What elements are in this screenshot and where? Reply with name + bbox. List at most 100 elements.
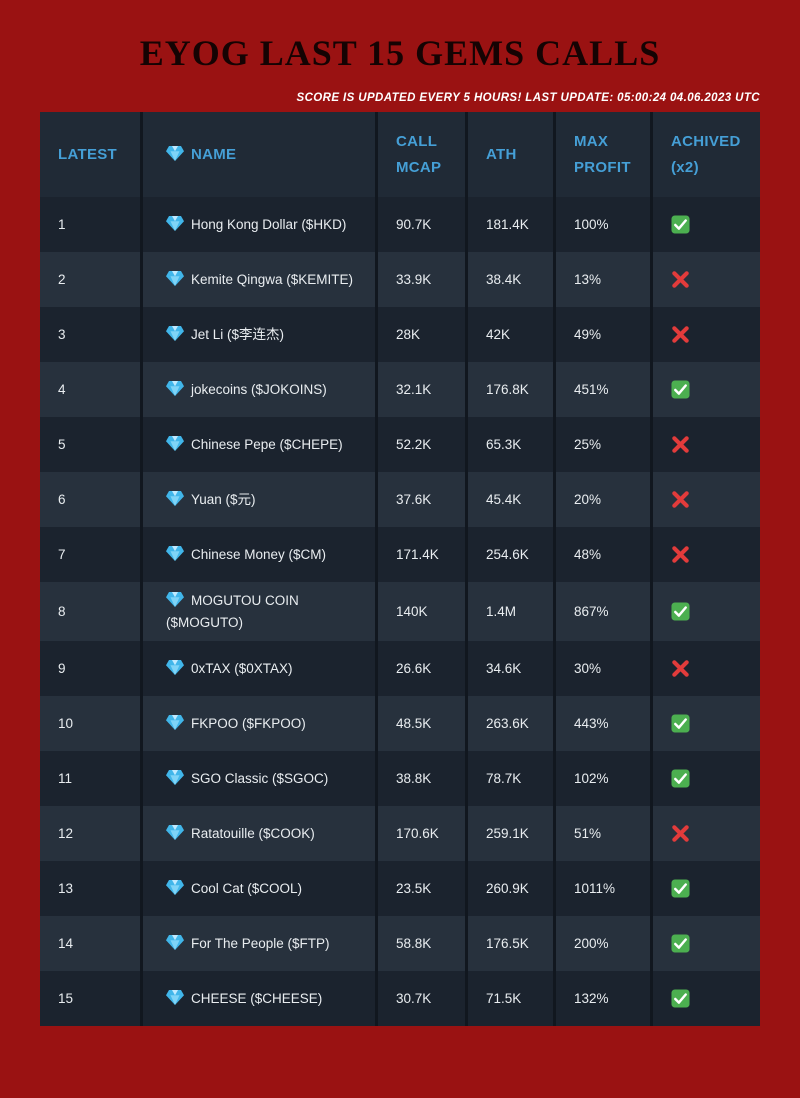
coin-name: For The People ($FTP) [191, 935, 330, 951]
cell-name: Ratatouille ($COOK) [140, 806, 375, 862]
cell-name: Cool Cat ($COOL) [140, 861, 375, 917]
table-row: 6 Yuan ($元) 37.6K 45.4K 20% [40, 472, 760, 527]
cross-icon [671, 490, 690, 509]
cell-latest: 3 [58, 326, 66, 342]
cell-name: For The People ($FTP) [140, 916, 375, 972]
table-body: 1 Hong Kong Dollar ($HKD) 90.7K 181.4K 1… [40, 197, 760, 1027]
cell-call-mcap: 140K [375, 582, 465, 642]
cell-max-profit: 20% [553, 472, 650, 527]
cell-ath: 259.1K [465, 806, 553, 862]
cell-call-mcap: 58.8K [375, 916, 465, 972]
page-title: EYOG LAST 15 GEMS CALLS [139, 33, 661, 73]
gem-icon [166, 214, 184, 236]
check-icon [671, 380, 690, 399]
cell-ath: 78.7K [465, 751, 553, 807]
cell-call-mcap: 90.7K [375, 197, 465, 252]
cell-name: CHEESE ($CHEESE) [140, 971, 375, 1027]
cell-name: SGO Classic ($SGOC) [140, 751, 375, 807]
coin-name: CHEESE ($CHEESE) [191, 990, 323, 1006]
cell-max-profit: 30% [553, 641, 650, 697]
cell-ath: 260.9K [465, 861, 553, 917]
page: EYOG LAST 15 GEMS CALLS SCORE IS UPDATED… [40, 33, 760, 1027]
gem-icon [166, 142, 184, 168]
cell-name: Kemite Qingwa ($KEMITE) [140, 252, 375, 307]
cell-max-profit: 51% [553, 806, 650, 862]
gem-icon [166, 434, 184, 456]
cell-achieved [650, 197, 760, 252]
cell-max-profit: 48% [553, 527, 650, 582]
header-call-mcap: CALL MCAP [375, 112, 465, 197]
cross-icon [671, 435, 690, 454]
gem-icon [166, 489, 184, 511]
gem-icon [166, 324, 184, 346]
cell-achieved [650, 916, 760, 972]
table-row: 2 Kemite Qingwa ($KEMITE) 33.9K 38.4K 13… [40, 252, 760, 307]
cell-achieved [650, 971, 760, 1027]
cell-ath: 1.4M [465, 582, 553, 642]
cell-latest: 12 [58, 825, 74, 841]
cell-max-profit: 25% [553, 417, 650, 472]
cell-achieved [650, 527, 760, 582]
cell-latest: 10 [58, 715, 74, 731]
gem-icon [166, 768, 184, 790]
check-icon [671, 934, 690, 953]
coin-name: Jet Li ($李连杰) [191, 326, 285, 342]
gem-icon [166, 823, 184, 845]
cell-ath: 38.4K [465, 252, 553, 307]
cross-icon [671, 325, 690, 344]
cell-max-profit: 443% [553, 696, 650, 752]
cell-call-mcap: 28K [375, 307, 465, 362]
cell-call-mcap: 38.8K [375, 751, 465, 807]
cell-name: MOGUTOU COIN ($MOGUTO) [140, 582, 375, 642]
table-row: 14 For The People ($FTP) 58.8K 176.5K 20… [40, 916, 760, 972]
gem-icon [166, 379, 184, 401]
gem-icon [166, 269, 184, 291]
cell-ath: 254.6K [465, 527, 553, 582]
cell-achieved [650, 307, 760, 362]
cell-latest: 2 [58, 271, 66, 287]
cell-ath: 45.4K [465, 472, 553, 527]
table-row: 3 Jet Li ($李连杰) 28K 42K 49% [40, 307, 760, 362]
gem-icon [166, 878, 184, 900]
cell-latest: 14 [58, 935, 74, 951]
coin-name: Hong Kong Dollar ($HKD) [191, 216, 347, 232]
header-name: NAME [140, 112, 375, 197]
cell-name: jokecoins ($JOKOINS) [140, 362, 375, 417]
check-icon [671, 879, 690, 898]
cell-ath: 181.4K [465, 197, 553, 252]
coin-name: FKPOO ($FKPOO) [191, 715, 306, 731]
coin-name: MOGUTOU COIN ($MOGUTO) [166, 593, 299, 630]
gem-icon [166, 658, 184, 680]
cell-name: Yuan ($元) [140, 472, 375, 527]
coin-name: Chinese Pepe ($CHEPE) [191, 436, 343, 452]
cell-max-profit: 867% [553, 582, 650, 642]
cell-ath: 71.5K [465, 971, 553, 1027]
cell-latest: 6 [58, 491, 66, 507]
check-icon [671, 989, 690, 1008]
cell-call-mcap: 48.5K [375, 696, 465, 752]
cell-latest: 8 [58, 603, 66, 619]
table-row: 11 SGO Classic ($SGOC) 38.8K 78.7K 102% [40, 751, 760, 807]
cell-max-profit: 102% [553, 751, 650, 807]
cell-call-mcap: 170.6K [375, 806, 465, 862]
cell-latest: 1 [58, 216, 66, 232]
table-row: 13 Cool Cat ($COOL) 23.5K 260.9K 1011% [40, 861, 760, 917]
header-achieved: ACHIVED (x2) [650, 112, 760, 197]
cell-call-mcap: 26.6K [375, 641, 465, 697]
gem-icon [166, 544, 184, 566]
cell-achieved [650, 582, 760, 642]
cell-achieved [650, 641, 760, 697]
table-row: 8 MOGUTOU COIN ($MOGUTO) 140K 1.4M 867% [40, 582, 760, 642]
header-latest: LATEST [58, 145, 118, 163]
cross-icon [671, 270, 690, 289]
check-icon [671, 602, 690, 621]
cell-achieved [650, 696, 760, 752]
cell-max-profit: 132% [553, 971, 650, 1027]
cell-max-profit: 13% [553, 252, 650, 307]
cell-achieved [650, 861, 760, 917]
check-icon [671, 714, 690, 733]
cell-max-profit: 100% [553, 197, 650, 252]
cell-call-mcap: 23.5K [375, 861, 465, 917]
header-max-profit: MAX PROFIT [553, 112, 650, 197]
cell-max-profit: 200% [553, 916, 650, 972]
